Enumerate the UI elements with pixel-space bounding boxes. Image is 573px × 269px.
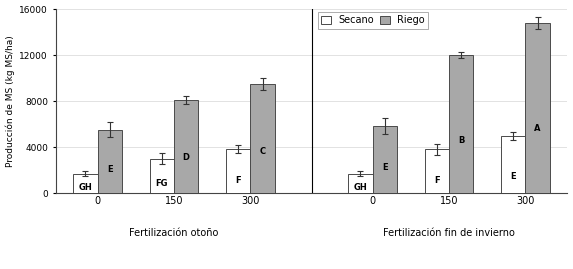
- Text: GH: GH: [354, 183, 367, 192]
- Text: FG: FG: [155, 179, 168, 188]
- Bar: [348, 174, 372, 193]
- Text: F: F: [434, 176, 439, 185]
- Y-axis label: Producción de MS (kg MS/ha): Producción de MS (kg MS/ha): [6, 35, 15, 167]
- Text: D: D: [183, 153, 190, 162]
- Text: C: C: [260, 147, 266, 156]
- Text: E: E: [511, 172, 516, 182]
- Bar: [525, 23, 550, 193]
- Bar: [449, 55, 473, 193]
- Bar: [372, 126, 397, 193]
- Text: B: B: [458, 136, 465, 145]
- Text: E: E: [382, 163, 388, 172]
- Text: Fertilización fin de invierno: Fertilización fin de invierno: [383, 228, 515, 238]
- Bar: [73, 174, 97, 193]
- Bar: [226, 149, 250, 193]
- Bar: [501, 136, 525, 193]
- Text: A: A: [535, 124, 541, 133]
- Text: Fertilización otoño: Fertilización otoño: [129, 228, 219, 238]
- Text: E: E: [107, 165, 113, 174]
- Bar: [150, 159, 174, 193]
- Text: GH: GH: [79, 183, 92, 192]
- Text: F: F: [236, 176, 241, 185]
- Bar: [425, 149, 449, 193]
- Bar: [250, 84, 275, 193]
- Legend: Secano, Riego: Secano, Riego: [317, 12, 429, 29]
- Bar: [97, 130, 122, 193]
- Bar: [174, 100, 198, 193]
